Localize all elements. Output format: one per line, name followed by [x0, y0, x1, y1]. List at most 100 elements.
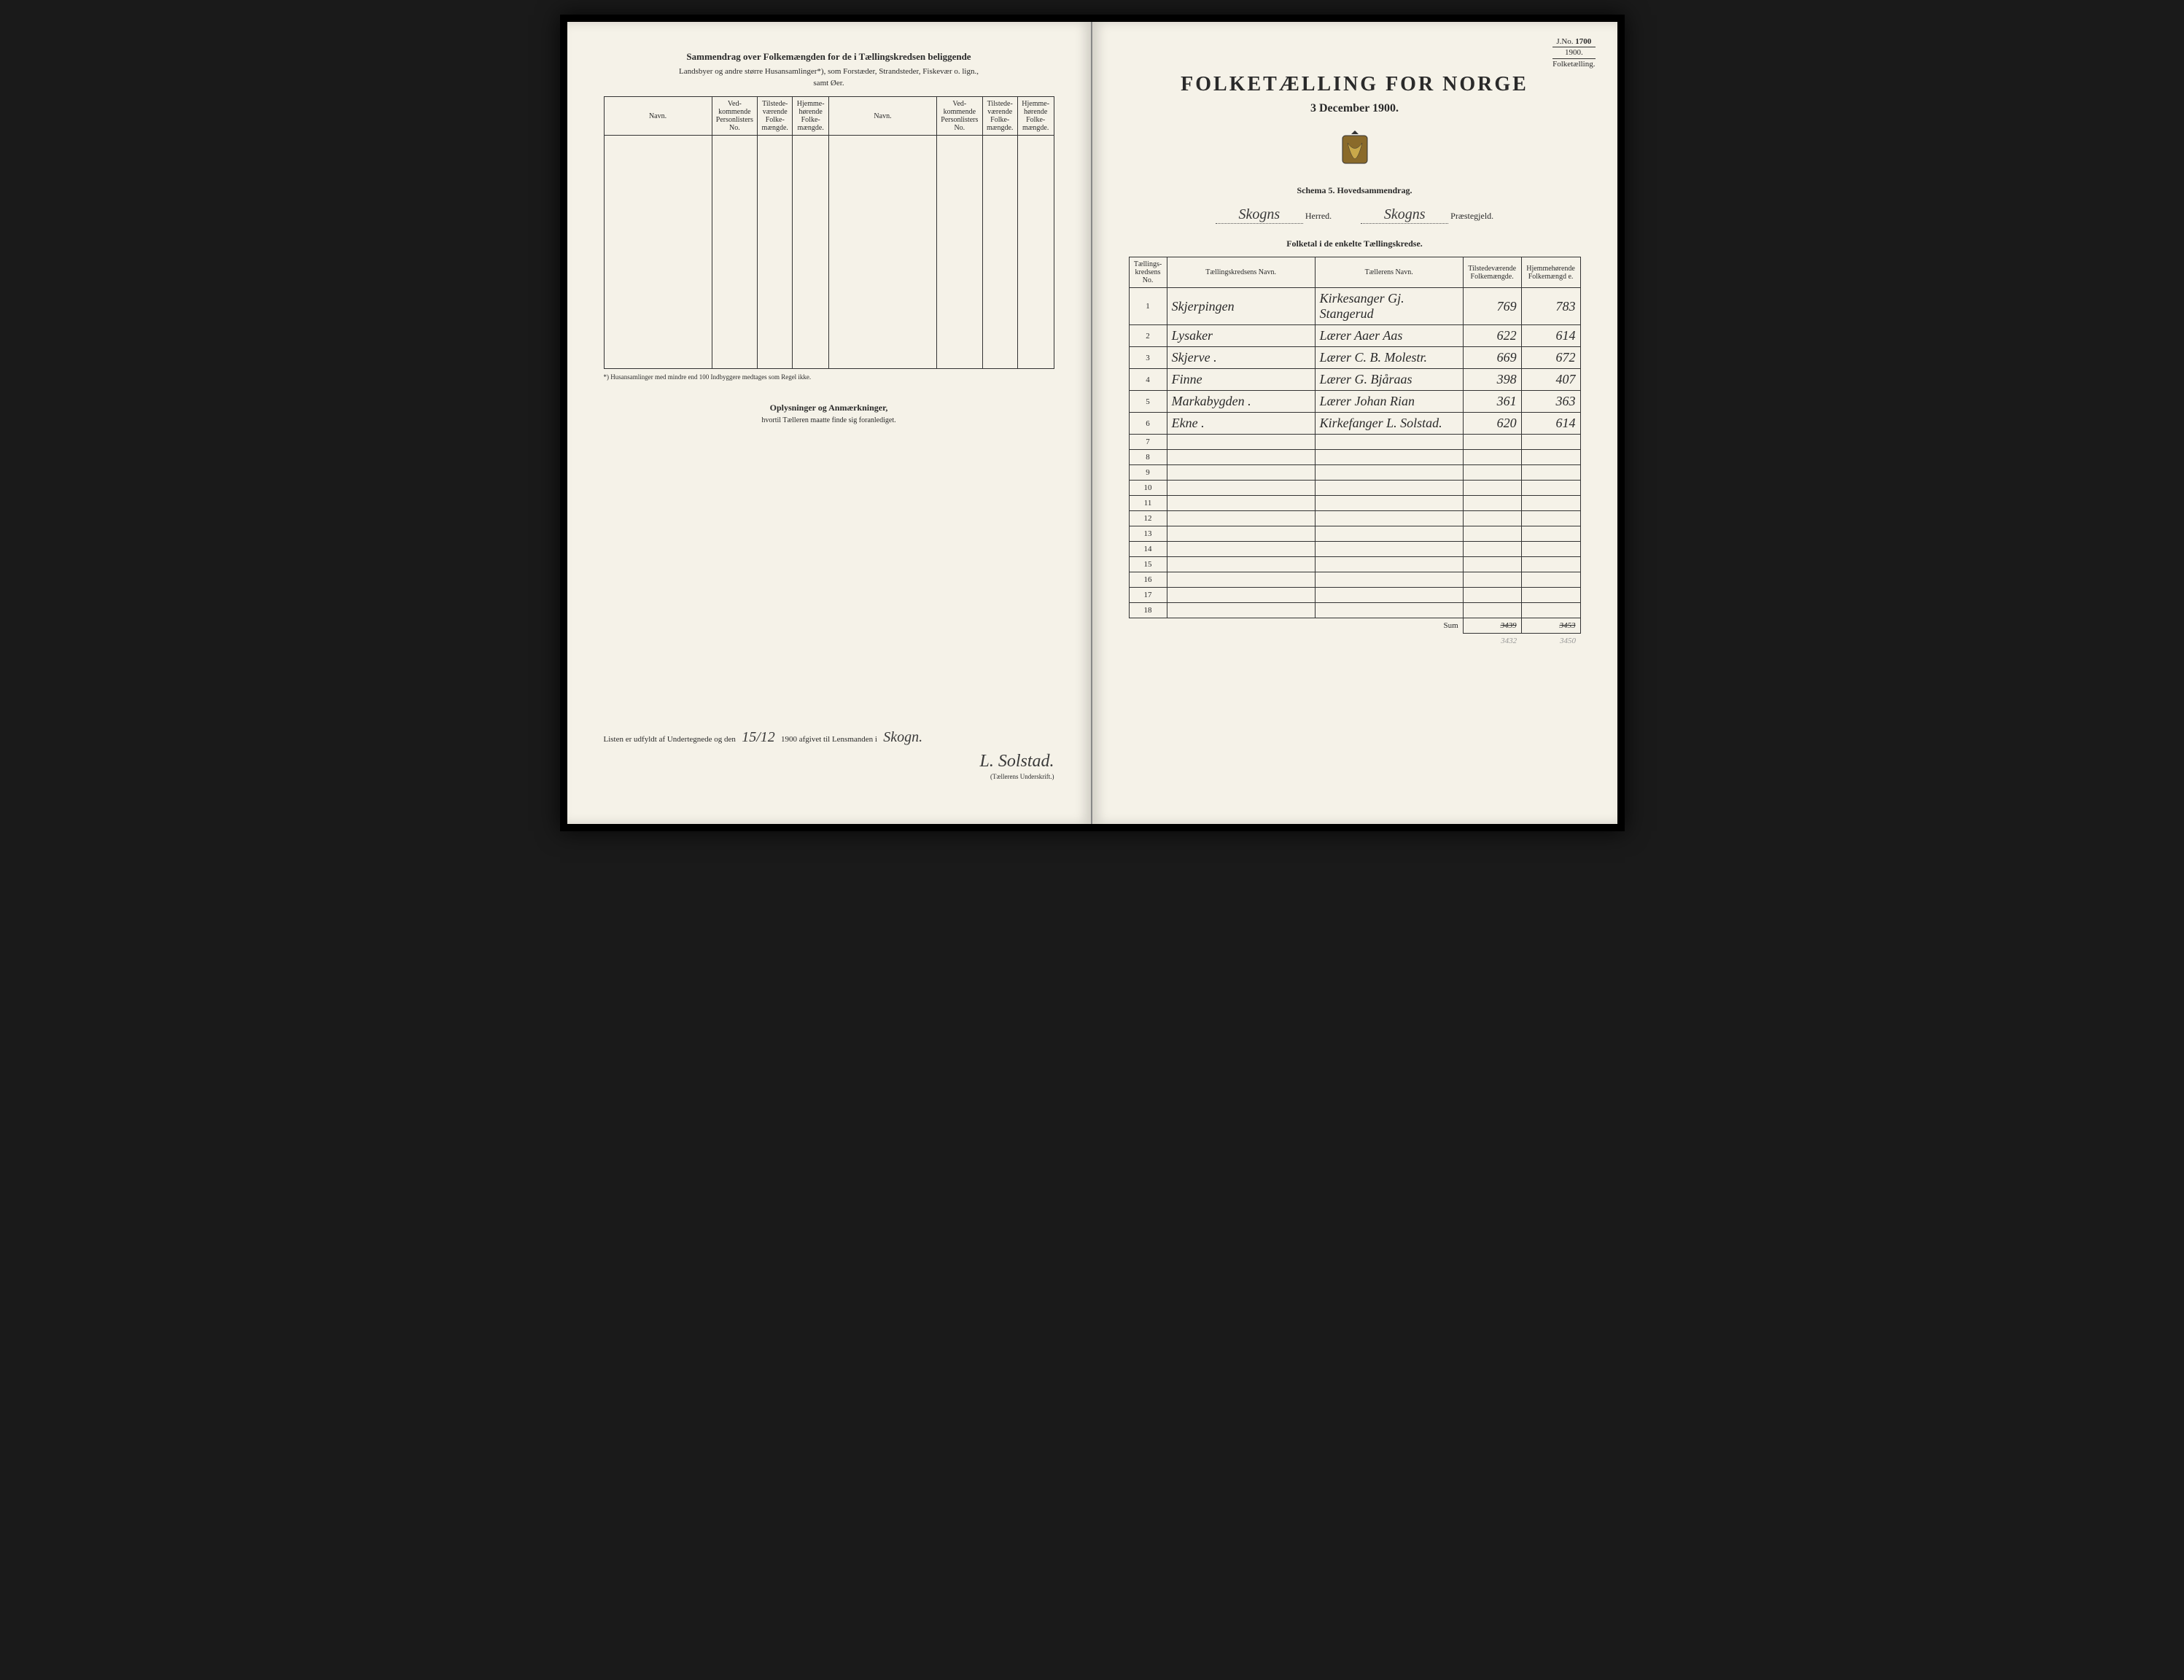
- oply-sub: hvortil Tælleren maatte finde sig foranl…: [604, 416, 1054, 424]
- table-row-blank: 13: [1129, 526, 1580, 542]
- sign-date: 15/12: [742, 729, 775, 745]
- herred-line: Skogns Herred. Skogns Præstegjeld.: [1129, 206, 1581, 224]
- main-title: FOLKETÆLLING FOR NORGE: [1129, 73, 1581, 96]
- row-no: 17: [1129, 588, 1167, 603]
- left-sub2: samt Øer.: [604, 79, 1054, 88]
- sum2-h: 3450: [1521, 634, 1580, 649]
- table-row-blank: 8: [1129, 450, 1580, 465]
- row-no: 3: [1129, 347, 1167, 369]
- row-no: 12: [1129, 511, 1167, 526]
- row-taller: Lærer C. B. Molestr.: [1315, 347, 1463, 369]
- row-navn: Lysaker: [1167, 325, 1315, 347]
- col-navn2: Navn.: [828, 97, 936, 136]
- table-row: 5Markabygden .Lærer Johan Rian361363: [1129, 391, 1580, 413]
- row-hjem: 783: [1521, 288, 1580, 325]
- row-taller: Kirkefanger L. Solstad.: [1315, 413, 1463, 435]
- row-no: 10: [1129, 481, 1167, 496]
- col-hjem: Hjemmehørende Folkemængd e.: [1521, 257, 1580, 288]
- row-no: 18: [1129, 603, 1167, 618]
- col-hjem: Hjemme-hørende Folke-mængde.: [793, 97, 829, 136]
- sign-place: Skogn.: [883, 729, 922, 745]
- row-no: 4: [1129, 369, 1167, 391]
- row-navn: Finne: [1167, 369, 1315, 391]
- sign-pre: Listen er udfyldt af Undertegnede og den: [604, 735, 736, 744]
- herred-val: Skogns: [1216, 206, 1303, 224]
- left-summary-table: Navn. Ved-kommende Personlisters No. Til…: [604, 96, 1054, 369]
- row-hjem: 614: [1521, 325, 1580, 347]
- col-hjem2: Hjemme-hørende Folke-mængde.: [1017, 97, 1054, 136]
- sign-year: 1900: [781, 735, 797, 744]
- signature-block: Listen er udfyldt af Undertegnede og den…: [604, 729, 1054, 780]
- table-row-blank: 9: [1129, 465, 1580, 481]
- sum-row-2: 3432 3450: [1129, 634, 1580, 649]
- table-row-blank: 11: [1129, 496, 1580, 511]
- table-row-blank: 14: [1129, 542, 1580, 557]
- row-tilst: 622: [1463, 325, 1521, 347]
- stamp-word: Folketælling.: [1552, 59, 1595, 69]
- row-tilst: 398: [1463, 369, 1521, 391]
- footnote: *) Husansamlinger med mindre end 100 Ind…: [604, 373, 1054, 381]
- stamp-year: 1900.: [1552, 47, 1595, 58]
- col-ved: Ved-kommende Personlisters No.: [712, 97, 758, 136]
- col-navn: Navn.: [604, 97, 712, 136]
- row-no: 8: [1129, 450, 1167, 465]
- table-row: 6Ekne .Kirkefanger L. Solstad.620614: [1129, 413, 1580, 435]
- sign-under: (Tællerens Underskrift.): [604, 773, 1054, 780]
- row-no: 11: [1129, 496, 1167, 511]
- row-navn: Ekne .: [1167, 413, 1315, 435]
- table-row: 2LysakerLærer Aaer Aas622614: [1129, 325, 1580, 347]
- main-date: 3 December 1900.: [1129, 102, 1581, 115]
- col-ved2: Ved-kommende Personlisters No.: [937, 97, 983, 136]
- col-no: Tællings-kredsens No.: [1129, 257, 1167, 288]
- table-row-blank: 15: [1129, 557, 1580, 572]
- sign-mid: afgivet til Lensmanden i: [799, 735, 877, 744]
- row-no: 9: [1129, 465, 1167, 481]
- row-hjem: 363: [1521, 391, 1580, 413]
- table-row-blank: 18: [1129, 603, 1580, 618]
- row-taller: Lærer Johan Rian: [1315, 391, 1463, 413]
- praest-lbl: Præstegjeld.: [1450, 211, 1493, 221]
- sum-h: 3453: [1521, 618, 1580, 634]
- row-no: 5: [1129, 391, 1167, 413]
- stamp: J.No. 1700 1900. Folketælling.: [1552, 36, 1595, 69]
- col-navn: Tællingskredsens Navn.: [1167, 257, 1315, 288]
- row-hjem: 407: [1521, 369, 1580, 391]
- sum-t: 3439: [1463, 618, 1521, 634]
- jno-label: J.No.: [1556, 37, 1573, 46]
- sign-name: L. Solstad.: [979, 752, 1054, 771]
- row-tilst: 361: [1463, 391, 1521, 413]
- table-row: 1SkjerpingenKirkesanger Gj. Stangerud769…: [1129, 288, 1580, 325]
- row-navn: Markabygden .: [1167, 391, 1315, 413]
- row-navn: Skjerpingen: [1167, 288, 1315, 325]
- herred-lbl: Herred.: [1305, 211, 1332, 221]
- row-navn: Skjerve .: [1167, 347, 1315, 369]
- sum2-t: 3432: [1463, 634, 1521, 649]
- row-taller: Kirkesanger Gj. Stangerud: [1315, 288, 1463, 325]
- sum-row: Sum 3439 3453: [1129, 618, 1580, 634]
- col-taller: Tællerens Navn.: [1315, 257, 1463, 288]
- book-spread: Sammendrag over Folkemængden for de i Tæ…: [560, 15, 1625, 831]
- praest-val: Skogns: [1361, 206, 1448, 224]
- table-row-blank: 10: [1129, 481, 1580, 496]
- row-no: 6: [1129, 413, 1167, 435]
- row-tilst: 620: [1463, 413, 1521, 435]
- table-row-blank: 17: [1129, 588, 1580, 603]
- row-no: 16: [1129, 572, 1167, 588]
- col-tilst2: Tilstede-værende Folke-mængde.: [982, 97, 1017, 136]
- row-taller: Lærer Aaer Aas: [1315, 325, 1463, 347]
- row-no: 13: [1129, 526, 1167, 542]
- right-page: J.No. 1700 1900. Folketælling. FOLKETÆLL…: [1092, 22, 1617, 824]
- table-row-blank: 7: [1129, 435, 1580, 450]
- oply-head: Oplysninger og Anmærkninger,: [604, 402, 1054, 413]
- row-tilst: 669: [1463, 347, 1521, 369]
- schema-line: Schema 5. Hovedsammendrag.: [1129, 185, 1581, 196]
- row-no: 14: [1129, 542, 1167, 557]
- row-taller: Lærer G. Bjåraas: [1315, 369, 1463, 391]
- jno: 1700: [1575, 37, 1591, 46]
- table-row-blank: 12: [1129, 511, 1580, 526]
- table-row: 3Skjerve .Lærer C. B. Molestr.669672: [1129, 347, 1580, 369]
- table-row: 4FinneLærer G. Bjåraas398407: [1129, 369, 1580, 391]
- row-no: 7: [1129, 435, 1167, 450]
- row-no: 1: [1129, 288, 1167, 325]
- census-table: Tællings-kredsens No. Tællingskredsens N…: [1129, 257, 1581, 648]
